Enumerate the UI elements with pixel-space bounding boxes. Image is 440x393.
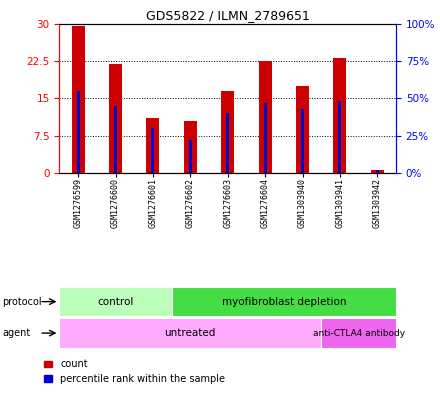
Bar xyxy=(77,91,80,173)
Bar xyxy=(59,287,172,316)
Bar xyxy=(334,59,346,173)
Bar xyxy=(151,128,154,173)
Bar xyxy=(226,113,229,173)
Bar xyxy=(301,109,304,173)
Bar xyxy=(264,103,267,173)
Bar xyxy=(221,91,234,173)
Bar xyxy=(109,64,122,173)
Bar xyxy=(114,106,117,173)
Bar xyxy=(172,287,396,316)
Bar xyxy=(321,318,396,348)
Text: protocol: protocol xyxy=(2,297,42,307)
Title: GDS5822 / ILMN_2789651: GDS5822 / ILMN_2789651 xyxy=(146,9,310,22)
Bar xyxy=(59,318,321,348)
Bar xyxy=(184,121,197,173)
Bar xyxy=(189,140,192,173)
Legend: count, percentile rank within the sample: count, percentile rank within the sample xyxy=(44,359,225,384)
Bar xyxy=(338,101,341,173)
Bar xyxy=(259,61,271,173)
Bar xyxy=(376,170,379,173)
Bar xyxy=(72,26,84,173)
Bar xyxy=(296,86,309,173)
Text: untreated: untreated xyxy=(165,328,216,338)
Bar xyxy=(147,118,159,173)
Text: agent: agent xyxy=(2,328,30,338)
Text: myofibroblast depletion: myofibroblast depletion xyxy=(222,297,346,307)
Text: control: control xyxy=(97,297,134,307)
Bar xyxy=(371,170,384,173)
Text: anti-CTLA4 antibody: anti-CTLA4 antibody xyxy=(312,329,405,338)
